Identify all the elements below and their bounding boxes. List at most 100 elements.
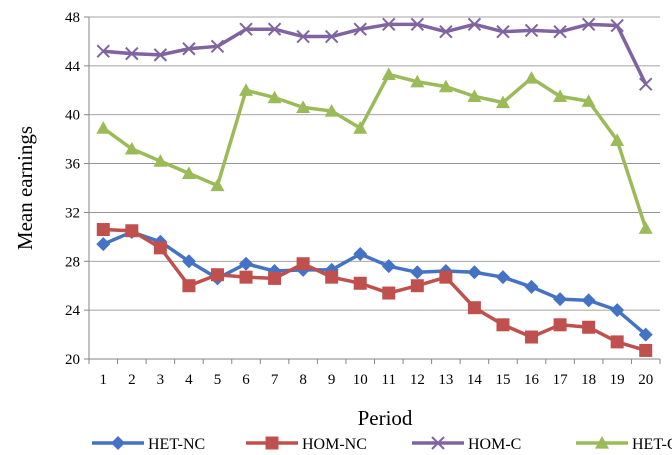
legend-marker-HOM-C bbox=[431, 436, 445, 450]
point-HOM-C-1 bbox=[96, 44, 110, 58]
x-tick-label-12: 12 bbox=[410, 372, 425, 388]
x-tick-label-17: 17 bbox=[553, 372, 569, 388]
point-HOM-C-16 bbox=[524, 23, 539, 38]
point-HET-NC-6 bbox=[239, 256, 254, 271]
point-HOM-NC-12 bbox=[410, 279, 424, 293]
point-HOM-NC-11 bbox=[382, 286, 396, 300]
point-HET-NC-14 bbox=[467, 265, 482, 280]
point-HOM-NC-10 bbox=[353, 276, 367, 290]
x-tick-label-5: 5 bbox=[214, 372, 222, 388]
point-HOM-C-18 bbox=[581, 17, 596, 32]
point-HOM-C-17 bbox=[553, 24, 567, 39]
point-HOM-C-19 bbox=[610, 18, 624, 33]
legend-label-HET-C: HET-C bbox=[632, 436, 672, 453]
point-HOM-C-10 bbox=[353, 22, 367, 36]
point-HOM-C-12 bbox=[410, 17, 425, 32]
point-HOM-C-15 bbox=[496, 24, 510, 39]
point-HET-C-8 bbox=[296, 100, 311, 113]
x-tick-label-16: 16 bbox=[524, 372, 540, 388]
point-HOM-C-6 bbox=[239, 22, 253, 36]
point-HET-NC-20 bbox=[638, 327, 653, 342]
point-HET-NC-16 bbox=[524, 279, 539, 294]
x-tick-label-3: 3 bbox=[157, 372, 165, 388]
x-tick-labels: 1 2 3 4 5 6 7 8 9 10 11 12 13 14 15 16 17 18 19 20 bbox=[100, 372, 654, 388]
point-HOM-C-8 bbox=[296, 29, 310, 44]
point-HOM-NC-7 bbox=[268, 271, 282, 285]
point-HOM-NC-1 bbox=[96, 223, 110, 237]
y-tick-label-20: 20 bbox=[65, 352, 80, 368]
x-tick-label-19: 19 bbox=[610, 372, 625, 388]
legend-label-HOM-C: HOM-C bbox=[468, 436, 521, 453]
y-tick-label-36: 36 bbox=[65, 157, 81, 173]
point-HOM-C-5 bbox=[210, 39, 225, 54]
point-HOM-C-14 bbox=[467, 17, 482, 32]
point-HOM-NC-17 bbox=[553, 318, 567, 332]
point-HET-C-16 bbox=[524, 71, 539, 84]
point-HOM-C-3 bbox=[153, 48, 168, 62]
point-HOM-C-4 bbox=[182, 42, 196, 56]
legend-marker-HOM-NC bbox=[265, 436, 279, 450]
legend-item-HOM-NC: HOM-NC bbox=[246, 436, 367, 453]
point-HET-NC-15 bbox=[495, 270, 510, 285]
point-HET-NC-11 bbox=[381, 259, 396, 274]
point-HET-C-19 bbox=[610, 133, 625, 146]
point-HET-NC-17 bbox=[553, 292, 568, 307]
point-HET-C-13 bbox=[438, 79, 453, 93]
point-HET-NC-4 bbox=[181, 254, 196, 269]
legend-marker-HET-C bbox=[595, 436, 609, 449]
series-HET-C bbox=[96, 67, 653, 234]
x-tick-label-8: 8 bbox=[299, 372, 307, 388]
point-HOM-NC-3 bbox=[153, 241, 167, 255]
point-HOM-C-2 bbox=[125, 46, 139, 61]
point-HOM-NC-5 bbox=[210, 268, 224, 282]
y-tick-label-32: 32 bbox=[65, 205, 80, 221]
point-HET-C-11 bbox=[381, 67, 396, 81]
point-HOM-NC-19 bbox=[610, 335, 624, 349]
series-line-HOM-C bbox=[103, 22, 648, 85]
y-tick-label-40: 40 bbox=[65, 108, 80, 124]
series-HOM-C bbox=[96, 17, 653, 91]
point-HOM-C-20 bbox=[639, 77, 653, 91]
point-HET-C-2 bbox=[124, 141, 139, 155]
axes bbox=[84, 16, 661, 364]
point-HOM-NC-2 bbox=[125, 224, 139, 238]
y-axis-label: Mean earnings bbox=[13, 126, 37, 250]
legend-item-HET-NC: HET-NC bbox=[92, 436, 205, 453]
point-HET-C-15 bbox=[495, 95, 510, 109]
point-HOM-C-13 bbox=[439, 24, 453, 39]
point-HET-NC-10 bbox=[353, 246, 368, 261]
legend-marker-HET-NC bbox=[111, 436, 125, 450]
y-tick-label-48: 48 bbox=[65, 10, 80, 26]
point-HOM-NC-18 bbox=[582, 320, 596, 334]
x-tick-label-18: 18 bbox=[581, 372, 596, 388]
y-tick-label-28: 28 bbox=[65, 254, 80, 270]
point-HOM-NC-8 bbox=[296, 257, 310, 271]
x-tick-label-6: 6 bbox=[242, 372, 250, 388]
legend: HET-NC HOM-NC HOM-C HET-C bbox=[92, 436, 672, 453]
point-HOM-NC-6 bbox=[239, 270, 253, 284]
legend-item-HET-C: HET-C bbox=[576, 436, 672, 453]
x-tick-label-7: 7 bbox=[271, 372, 279, 388]
x-tick-label-11: 11 bbox=[382, 372, 396, 388]
point-HET-NC-18 bbox=[581, 293, 596, 308]
point-HOM-NC-16 bbox=[525, 330, 539, 344]
point-HET-C-20 bbox=[638, 221, 653, 234]
point-HOM-C-11 bbox=[382, 17, 396, 32]
point-HET-C-18 bbox=[581, 94, 596, 107]
x-tick-label-20: 20 bbox=[638, 372, 653, 388]
point-HET-C-10 bbox=[353, 121, 368, 134]
x-tick-label-9: 9 bbox=[328, 372, 336, 388]
point-HET-C-12 bbox=[410, 74, 425, 88]
x-tick-label-10: 10 bbox=[353, 372, 368, 388]
x-tick-label-15: 15 bbox=[495, 372, 510, 388]
series-group bbox=[96, 17, 653, 357]
point-HOM-NC-15 bbox=[496, 318, 510, 332]
point-HOM-C-9 bbox=[324, 29, 339, 44]
x-axis-label: Period bbox=[358, 406, 413, 430]
x-tick-label-14: 14 bbox=[467, 372, 483, 388]
point-HOM-C-7 bbox=[267, 22, 282, 36]
y-tick-label-44: 44 bbox=[65, 59, 81, 75]
x-tick-label-13: 13 bbox=[438, 372, 453, 388]
point-HET-NC-1 bbox=[96, 237, 111, 252]
